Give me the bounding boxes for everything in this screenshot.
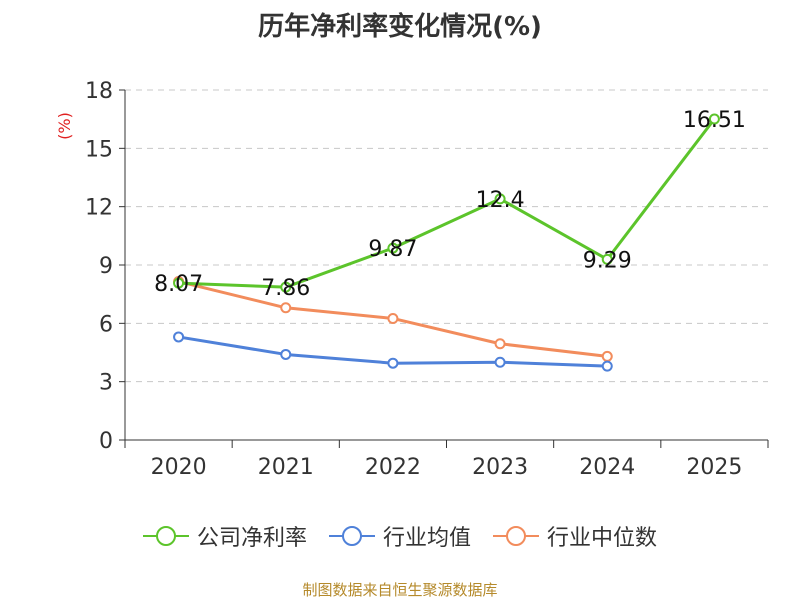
y-tick-label: 6 [99,312,113,337]
data-point[interactable] [387,357,399,369]
legend: 公司净利率 行业均值 行业中位数 [0,520,800,552]
legend-marker-icon [142,526,189,546]
data-point[interactable] [494,193,506,205]
legend-marker-icon [493,526,539,546]
legend-marker-icon [328,526,375,546]
data-point[interactable] [708,113,720,125]
legend-item-industry-median[interactable]: 行业中位数 [493,520,657,552]
data-label: 12.4 [476,188,525,213]
y-axis-unit-label: (%) [55,112,74,140]
data-point[interactable] [280,302,292,314]
data-point[interactable] [601,360,613,372]
y-tick-label: 18 [85,79,113,104]
y-tick-label: 3 [99,371,113,396]
y-tick-label: 9 [99,254,113,279]
data-label: 16.51 [683,108,746,133]
data-point[interactable] [280,348,292,360]
data-source-note: 制图数据来自恒生聚源数据库 [302,581,498,599]
x-tick-label: 2024 [579,455,635,480]
y-tick-label: 12 [85,196,113,221]
y-tick-label: 15 [85,137,113,162]
legend-item-industry-average[interactable]: 行业均值 [328,520,471,552]
data-point[interactable] [173,331,185,343]
data-label: 7.86 [261,276,310,301]
data-label: 9.87 [368,237,417,262]
data-point[interactable] [173,277,185,289]
data-point[interactable] [601,253,613,265]
data-point[interactable] [280,281,292,293]
data-label: 9.29 [583,248,632,273]
legend-item-company-net-margin[interactable]: 公司净利率 [142,520,307,552]
legend-label: 行业均值 [382,526,471,551]
data-point[interactable] [601,350,613,362]
data-point[interactable] [387,242,399,254]
data-point[interactable] [494,356,506,368]
data-point[interactable] [494,338,506,350]
y-tick-label: 0 [99,429,113,454]
chart-title: 历年净利率变化情况(%) [258,12,542,42]
x-tick-label: 2023 [472,455,528,480]
legend-label: 行业中位数 [547,526,658,551]
x-tick-label: 2020 [151,455,207,480]
data-label: 8.07 [154,272,203,297]
x-tick-label: 2022 [365,455,421,480]
x-tick-label: 2021 [258,455,314,480]
data-point[interactable] [387,312,399,324]
legend-label: 公司净利率 [196,526,307,551]
x-tick-label: 2025 [686,455,742,480]
series-line-0 [178,118,716,289]
